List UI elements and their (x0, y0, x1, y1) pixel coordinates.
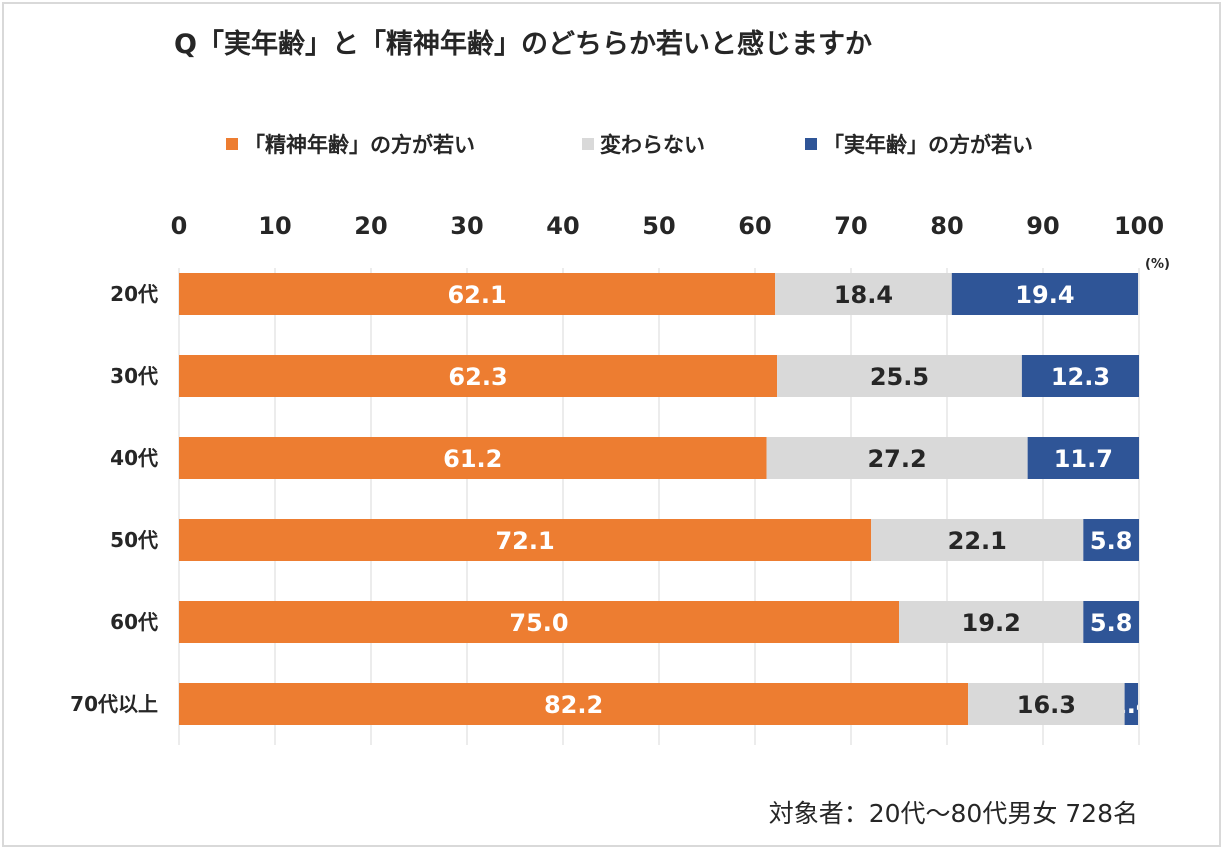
data-label-2-3: 5.8 (1090, 527, 1133, 555)
data-label-1-5: 16.3 (1017, 691, 1076, 719)
bar-1-0 (775, 273, 952, 315)
data-label-0-4: 75.0 (509, 609, 568, 637)
bar-2-5 (1124, 683, 1139, 725)
bar-0-5 (179, 683, 969, 725)
bar-1-1 (777, 355, 1022, 397)
bar-1-4 (899, 601, 1084, 643)
x-tick-label-0: 0 (171, 212, 188, 240)
x-axis-tick-labels: 0 10 20 30 40 50 60 70 80 90 100 (171, 212, 1164, 240)
bar-1-5 (968, 683, 1125, 725)
category-label-5: 70代以上 (70, 692, 158, 716)
data-label-1-3: 22.1 (948, 527, 1007, 555)
legend-label-2: 「実年齢」の方が若い (823, 133, 1033, 157)
legend-swatch-1 (582, 138, 594, 150)
data-label-2-5: 1.4 (1110, 691, 1153, 719)
data-label-1-1: 25.5 (870, 363, 929, 391)
bar-0-1 (179, 355, 778, 397)
x-tick-label-20: 20 (354, 212, 387, 240)
bar-2-2 (1027, 437, 1139, 479)
bar-0-4 (179, 601, 899, 643)
x-tick-label-70: 70 (834, 212, 867, 240)
legend-swatch-0 (226, 138, 238, 150)
footnote: 対象者：20代～80代男女 728名 (769, 799, 1138, 828)
chart-title: Q「実年齢」と「精神年齢」のどちらか若いと感じますか (174, 28, 872, 60)
data-labels: 62.1 18.4 19.4 62.3 25.5 12.3 61.2 27.2 11.7 72.1… (443, 281, 1153, 719)
data-label-0-1: 62.3 (448, 363, 507, 391)
bar-0-3 (179, 519, 872, 561)
category-label-2: 40代 (110, 446, 158, 470)
bar-1-2 (766, 437, 1028, 479)
bar-2-1 (1021, 355, 1139, 397)
category-label-4: 60代 (110, 610, 158, 634)
data-label-2-4: 5.8 (1090, 609, 1133, 637)
bar-1-3 (871, 519, 1084, 561)
x-tick-label-50: 50 (642, 212, 675, 240)
data-label-0-3: 72.1 (495, 527, 554, 555)
bar-0-0 (179, 273, 776, 315)
category-label-3: 50代 (110, 528, 158, 552)
legend: 「精神年齢」の方が若い 変わらない 「実年齢」の方が若い (226, 133, 1033, 157)
data-label-0-2: 61.2 (443, 445, 502, 473)
x-tick-label-80: 80 (930, 212, 963, 240)
x-tick-label-40: 40 (546, 212, 579, 240)
legend-label-1: 変わらない (600, 133, 705, 157)
x-tick-label-100: 100 (1114, 212, 1164, 240)
x-tick-label-10: 10 (258, 212, 291, 240)
bar-2-4 (1083, 601, 1139, 643)
data-label-2-0: 19.4 (1015, 281, 1074, 309)
unit-label: (%) (1145, 257, 1170, 272)
gridlines (178, 268, 1140, 745)
data-label-1-4: 19.2 (962, 609, 1021, 637)
data-label-2-1: 12.3 (1051, 363, 1110, 391)
data-label-0-5: 82.2 (544, 691, 603, 719)
data-label-1-0: 18.4 (834, 281, 893, 309)
data-label-0-0: 62.1 (447, 281, 506, 309)
bar-0-2 (179, 437, 767, 479)
category-label-1: 30代 (110, 364, 158, 388)
x-tick-label-60: 60 (738, 212, 771, 240)
legend-swatch-2 (805, 138, 817, 150)
x-tick-label-30: 30 (450, 212, 483, 240)
bar-2-0 (951, 273, 1139, 315)
category-label-0: 20代 (110, 282, 158, 306)
data-label-2-2: 11.7 (1054, 445, 1113, 473)
data-label-1-2: 27.2 (867, 445, 926, 473)
x-tick-label-90: 90 (1026, 212, 1059, 240)
bar-2-3 (1083, 519, 1139, 561)
legend-label-0: 「精神年齢」の方が若い (244, 133, 475, 157)
bars (179, 273, 1139, 725)
y-axis-category-labels: 20代 30代 40代 50代 60代 70代以上 (70, 282, 158, 716)
